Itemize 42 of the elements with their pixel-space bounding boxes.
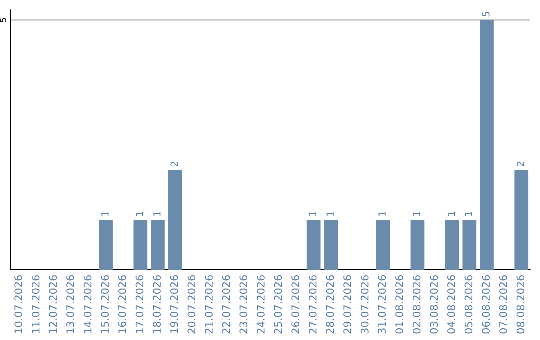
- x-tick-label: 23.07.2026: [240, 275, 248, 334]
- x-tick-label: 04.08.2026: [448, 275, 456, 334]
- data-label: 1: [136, 212, 144, 216]
- data-label: 1: [102, 212, 109, 216]
- data-label: 1: [378, 212, 386, 216]
- x-tick-label: 17.07.2026: [136, 275, 144, 334]
- x-tick-label: 07.08.2026: [499, 275, 508, 334]
- x-tick-label: 25.07.2026: [274, 275, 282, 334]
- x-tick-label: 28.07.2026: [326, 275, 334, 334]
- x-tick-label: 11.07.2026: [32, 275, 40, 334]
- data-label: 1: [465, 212, 472, 216]
- x-tick-label: 30.07.2026: [360, 275, 369, 334]
- x-tick-label: 22.07.2026: [222, 275, 230, 334]
- x-tick-label: 02.08.2026: [412, 275, 421, 334]
- x-tick-label: 05.08.2026: [464, 275, 473, 334]
- x-tick-label: 27.07.2026: [308, 275, 317, 334]
- x-tick-label: 24.07.2026: [257, 275, 265, 334]
- x-tick-label: 06.08.2026: [482, 275, 490, 334]
- x-tick-label: 18.07.2026: [153, 275, 162, 334]
- x-tick-label: 14.07.2026: [84, 275, 92, 334]
- data-label: 2: [170, 162, 178, 167]
- x-tick-label: 01.08.2026: [396, 275, 404, 334]
- x-tick-label: 21.07.2026: [205, 275, 213, 334]
- data-label: 1: [326, 212, 334, 216]
- x-tick-label: 12.07.2026: [49, 275, 58, 334]
- x-tick-label: 20.07.2026: [188, 275, 196, 334]
- data-label: 1: [309, 212, 317, 216]
- x-tick-label: 10.07.2026: [14, 275, 22, 334]
- data-label: 5: [482, 12, 490, 17]
- x-tick-label: 31.07.2026: [378, 275, 386, 334]
- x-tick-label: 13.07.2026: [66, 275, 74, 334]
- data-label: 1: [154, 212, 161, 216]
- data-label: 2: [517, 162, 524, 167]
- x-tick-label: 16.07.2026: [118, 275, 126, 334]
- x-tick-label: 19.07.2026: [170, 275, 178, 334]
- data-label: 1: [413, 212, 420, 216]
- x-tick-label: 03.08.2026: [430, 275, 438, 334]
- x-tick-label: 29.07.2026: [344, 275, 352, 334]
- x-tick-label: 08.08.2026: [516, 275, 525, 334]
- x-tick-label: 26.07.2026: [292, 275, 300, 334]
- data-label: 1: [448, 212, 456, 216]
- x-tick-label: 15.07.2026: [101, 275, 110, 334]
